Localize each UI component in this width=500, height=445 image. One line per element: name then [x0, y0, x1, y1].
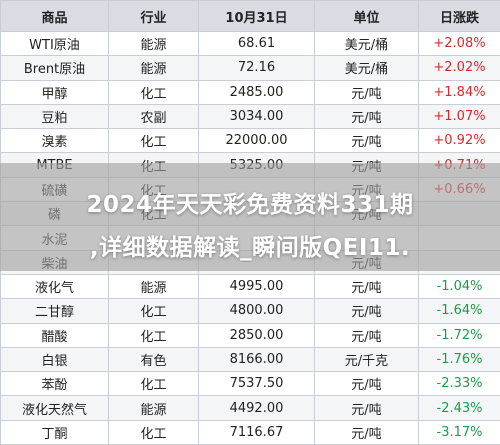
price-cell: 4995.00: [199, 274, 315, 298]
daily-change-cell: -3.17%: [419, 420, 500, 444]
unit-cell: 元/吨: [315, 323, 419, 347]
header-commodity: 商品: [1, 1, 109, 32]
commodity-name-cell: 白银: [1, 347, 109, 371]
unit-cell: 元/吨: [315, 372, 419, 396]
daily-change-cell: -1.64%: [419, 299, 500, 323]
unit-cell: 美元/桶: [315, 56, 419, 80]
price-cell: 7116.67: [199, 420, 315, 444]
industry-cell: 化工: [109, 80, 199, 104]
price-cell: 7537.50: [199, 372, 315, 396]
daily-change-cell: -1.04%: [419, 274, 500, 298]
header-unit: 单位: [315, 1, 419, 32]
price-cell: 68.61: [199, 32, 315, 56]
daily-change-cell: -2.33%: [419, 372, 500, 396]
daily-change-cell: -2.43%: [419, 396, 500, 420]
watermark-title-line1: 2024年天天彩免费资料331期: [0, 185, 500, 219]
price-cell: 22000.00: [199, 129, 315, 153]
unit-cell: 元/吨: [315, 420, 419, 444]
unit-cell: 元/吨: [315, 80, 419, 104]
unit-cell: 元/吨: [315, 274, 419, 298]
industry-cell: 化工: [109, 129, 199, 153]
commodity-name-cell: 醋酸: [1, 323, 109, 347]
price-cell: 4492.00: [199, 396, 315, 420]
header-daily-change: 日涨跌: [419, 1, 500, 32]
daily-change-cell: -1.72%: [419, 323, 500, 347]
industry-cell: 化工: [109, 372, 199, 396]
price-cell: 72.16: [199, 56, 315, 80]
price-cell: 3034.00: [199, 104, 315, 128]
daily-change-cell: +2.02%: [419, 56, 500, 80]
commodity-name-cell: 丁酮: [1, 420, 109, 444]
commodity-name-cell: 液化天然气: [1, 396, 109, 420]
commodity-name-cell: 液化气: [1, 274, 109, 298]
price-cell: 2485.00: [199, 80, 315, 104]
industry-cell: 有色: [109, 347, 199, 371]
industry-cell: 能源: [109, 396, 199, 420]
price-cell: 2850.00: [199, 323, 315, 347]
commodity-name-cell: 溴素: [1, 129, 109, 153]
commodity-name-cell: 甲醇: [1, 80, 109, 104]
unit-cell: 美元/桶: [315, 32, 419, 56]
header-date: 10月31日: [199, 1, 315, 32]
daily-change-cell: -1.76%: [419, 347, 500, 371]
industry-cell: 化工: [109, 299, 199, 323]
commodity-name-cell: 二甘醇: [1, 299, 109, 323]
daily-change-cell: +0.92%: [419, 129, 500, 153]
industry-cell: 化工: [109, 420, 199, 444]
unit-cell: 元/吨: [315, 396, 419, 420]
unit-cell: 元/千克: [315, 347, 419, 371]
price-cell: 8166.00: [199, 347, 315, 371]
watermark-title-line2: ,详细数据解读_瞬间版QEI11.: [0, 228, 500, 262]
price-cell: 4800.00: [199, 299, 315, 323]
unit-cell: 元/吨: [315, 129, 419, 153]
commodity-name-cell: 豆粕: [1, 104, 109, 128]
industry-cell: 化工: [109, 323, 199, 347]
unit-cell: 元/吨: [315, 104, 419, 128]
daily-change-cell: +1.84%: [419, 80, 500, 104]
daily-change-cell: +2.08%: [419, 32, 500, 56]
unit-cell: 元/吨: [315, 299, 419, 323]
table-header-row: 商品 行业 10月31日 单位 日涨跌: [1, 1, 500, 32]
industry-cell: 能源: [109, 56, 199, 80]
commodity-name-cell: WTI原油: [1, 32, 109, 56]
commodity-name-cell: Brent原油: [1, 56, 109, 80]
header-industry: 行业: [109, 1, 199, 32]
daily-change-cell: +1.07%: [419, 104, 500, 128]
industry-cell: 能源: [109, 32, 199, 56]
commodity-name-cell: 苯酚: [1, 372, 109, 396]
industry-cell: 能源: [109, 274, 199, 298]
industry-cell: 农副: [109, 104, 199, 128]
